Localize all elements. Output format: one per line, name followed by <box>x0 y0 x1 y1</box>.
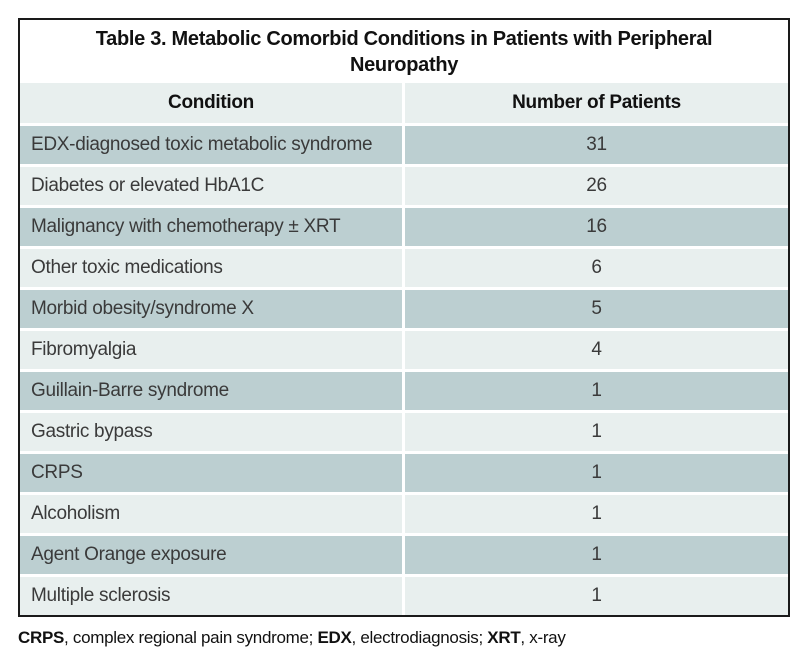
condition-cell: Multiple sclerosis <box>20 577 402 615</box>
count-cell: 5 <box>405 290 788 328</box>
condition-cell: CRPS <box>20 454 402 492</box>
count-cell: 1 <box>405 454 788 492</box>
footnote-text: , electrodiagnosis; <box>351 628 488 647</box>
comorbid-conditions-table: Condition Number of Patients EDX-diagnos… <box>20 83 788 615</box>
count-cell: 31 <box>405 126 788 164</box>
count-cell: 1 <box>405 413 788 451</box>
count-cell: 16 <box>405 208 788 246</box>
footnote-abbr: XRT <box>487 628 521 647</box>
footnote-text: , x-ray <box>520 628 566 647</box>
condition-cell: Morbid obesity/syndrome X <box>20 290 402 328</box>
count-cell: 1 <box>405 495 788 533</box>
footnote-abbr: EDX <box>317 628 352 647</box>
count-cell: 4 <box>405 331 788 369</box>
table-title-line-2: Neuropathy <box>349 53 459 76</box>
table-title: Table 3. Metabolic Comorbid Conditions i… <box>20 20 788 83</box>
count-cell: 1 <box>405 372 788 410</box>
table-3-container: Table 3. Metabolic Comorbid Conditions i… <box>18 18 790 617</box>
table-title-line-1: Table 3. Metabolic Comorbid Conditions i… <box>95 27 713 50</box>
abbreviation-footnote: CRPS, complex regional pain syndrome; ED… <box>18 628 566 648</box>
count-cell: 26 <box>405 167 788 205</box>
condition-cell: Alcoholism <box>20 495 402 533</box>
condition-cell: Diabetes or elevated HbA1C <box>20 167 402 205</box>
condition-cell: EDX-diagnosed toxic metabolic syndrome <box>20 126 402 164</box>
count-cell: 1 <box>405 536 788 574</box>
condition-cell: Gastric bypass <box>20 413 402 451</box>
column-header-number-of-patients: Number of Patients <box>405 83 788 123</box>
count-cell: 6 <box>405 249 788 287</box>
column-header-condition: Condition <box>20 83 402 123</box>
footnote-text: , complex regional pain syndrome; <box>64 628 318 647</box>
condition-cell: Fibromyalgia <box>20 331 402 369</box>
condition-cell: Guillain-Barre syndrome <box>20 372 402 410</box>
count-cell: 1 <box>405 577 788 615</box>
condition-cell: Other toxic medications <box>20 249 402 287</box>
condition-cell: Malignancy with chemotherapy ± XRT <box>20 208 402 246</box>
footnote-abbr: CRPS <box>18 628 65 647</box>
condition-cell: Agent Orange exposure <box>20 536 402 574</box>
